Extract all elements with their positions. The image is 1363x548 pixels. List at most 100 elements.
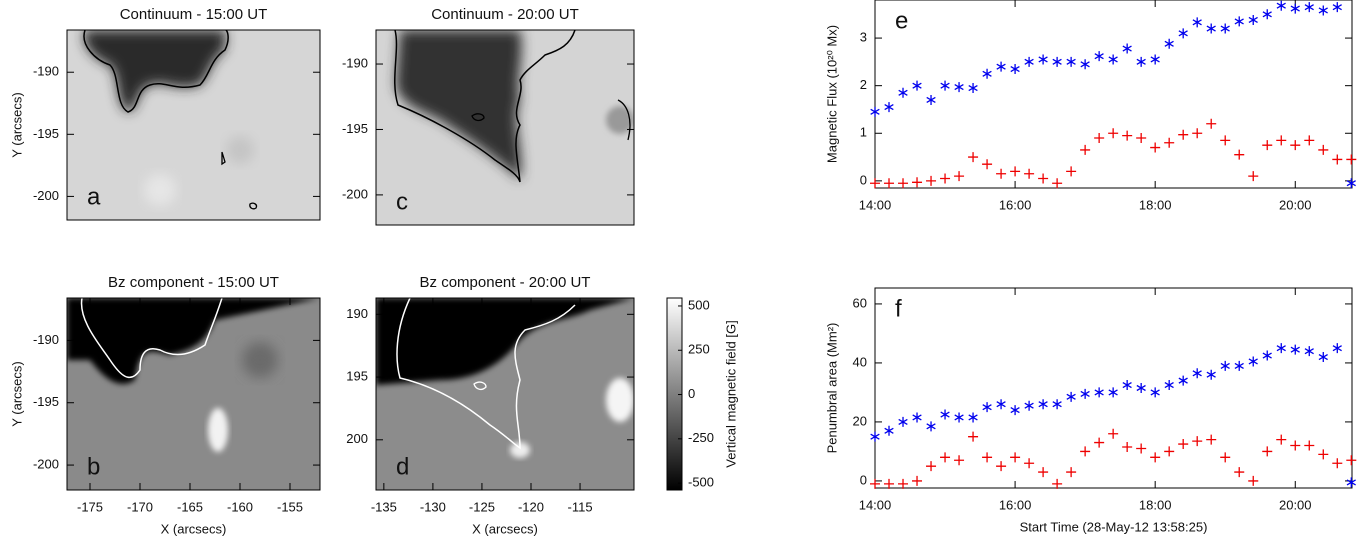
x-tick-label: 16:00 — [999, 197, 1032, 212]
data-point — [1304, 2, 1314, 13]
data-point — [1010, 64, 1020, 75]
data-point — [968, 152, 979, 163]
data-point — [926, 461, 937, 472]
data-point — [1010, 166, 1021, 177]
data-point — [1094, 437, 1105, 448]
panel-letter: d — [396, 453, 409, 480]
colorbar-tick-label: 0 — [688, 386, 695, 401]
data-point — [982, 402, 992, 413]
y-axis-label: Y (arcsecs) — [9, 92, 24, 158]
y-axis-label: Y (arcsecs) — [9, 361, 24, 427]
data-point — [1234, 16, 1244, 27]
data-point — [1346, 455, 1357, 466]
data-point — [1080, 144, 1091, 155]
y-tick-label: 0 — [860, 172, 867, 187]
data-point — [1276, 0, 1286, 11]
data-point — [1332, 458, 1343, 469]
data-point — [870, 478, 880, 489]
plot-frame — [375, 297, 635, 491]
data-point — [1052, 56, 1062, 67]
data-point — [1108, 54, 1118, 65]
data-point — [1220, 452, 1231, 463]
data-point — [898, 87, 908, 98]
x-tick-label: 14:00 — [859, 497, 892, 512]
data-point — [1010, 452, 1021, 463]
panel-title: Bz component - 15:00 UT — [108, 274, 279, 291]
data-point — [1276, 343, 1286, 354]
y-tick-label: 2 — [860, 77, 867, 92]
data-point — [912, 80, 922, 91]
data-point — [1178, 375, 1188, 386]
x-tick-label: 20:00 — [1279, 497, 1312, 512]
data-point — [870, 106, 880, 117]
data-point — [1150, 142, 1161, 153]
data-point — [926, 94, 936, 105]
data-point — [1248, 14, 1258, 25]
data-point — [1080, 59, 1090, 70]
data-point — [1108, 128, 1119, 139]
panel-title: Continuum - 20:00 UT — [431, 6, 579, 23]
data-point — [1262, 9, 1272, 20]
y-tick-label: -195 — [33, 394, 59, 409]
data-point — [940, 409, 950, 420]
data-point — [1122, 43, 1132, 54]
data-point — [1136, 443, 1147, 454]
x-tick-label: 14:00 — [859, 197, 892, 212]
data-point — [1094, 51, 1104, 62]
data-point — [1234, 360, 1244, 371]
data-point — [1304, 135, 1315, 146]
bz-image-d — [376, 298, 634, 490]
data-point — [1024, 168, 1035, 179]
data-point — [1080, 388, 1090, 399]
x-tick-label: -165 — [177, 499, 203, 514]
x-axis-label: X (arcsecs) — [472, 521, 538, 536]
data-point — [884, 478, 895, 489]
data-point — [898, 178, 909, 189]
x-axis-label: X (arcsecs) — [161, 521, 227, 536]
data-point — [1346, 178, 1356, 189]
y-tick-label: 200 — [346, 431, 368, 446]
data-point — [1262, 140, 1273, 151]
data-point — [1248, 356, 1258, 367]
data-point — [1276, 135, 1287, 146]
data-point — [1024, 56, 1034, 67]
bz-image-b — [67, 298, 320, 490]
data-point — [1234, 467, 1245, 478]
plot-frame — [66, 29, 321, 221]
data-point — [1108, 387, 1118, 398]
data-point — [1038, 54, 1048, 65]
data-point — [1122, 380, 1132, 391]
colorbar-tick-label: 250 — [688, 342, 710, 357]
data-point — [1262, 350, 1272, 361]
plot-frame — [874, 287, 1353, 489]
data-point — [1066, 166, 1077, 177]
colorbar-tick-label: -500 — [688, 475, 714, 490]
data-point — [898, 416, 908, 427]
data-point — [1192, 128, 1203, 139]
data-point — [1010, 405, 1020, 416]
panel-letter: e — [895, 7, 908, 34]
data-point — [912, 412, 922, 423]
data-point — [1066, 467, 1077, 478]
data-point — [954, 82, 964, 93]
x-tick-label: -170 — [127, 499, 153, 514]
series-asterisk — [870, 0, 1356, 189]
data-point — [1108, 428, 1119, 439]
data-point — [1192, 436, 1203, 447]
data-point — [982, 452, 993, 463]
series-asterisk — [870, 343, 1356, 488]
panel-letter: c — [396, 188, 408, 215]
data-point — [1164, 38, 1174, 49]
series-plus — [870, 118, 1357, 189]
data-point — [1234, 149, 1245, 160]
y-tick-label: 190 — [346, 306, 368, 321]
x-tick-label: 18:00 — [1139, 197, 1172, 212]
data-point — [1094, 387, 1104, 398]
data-point — [1122, 441, 1133, 452]
y-tick-label: 0 — [860, 472, 867, 487]
data-point — [940, 452, 951, 463]
data-point — [1206, 369, 1216, 380]
data-point — [1318, 449, 1329, 460]
data-point — [940, 80, 950, 91]
